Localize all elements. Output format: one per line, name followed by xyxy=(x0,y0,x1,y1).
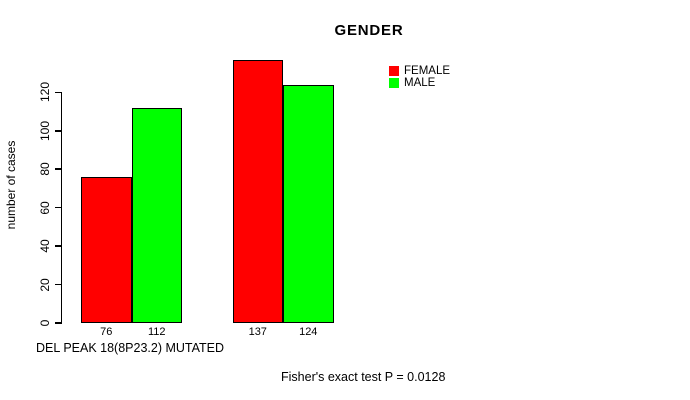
chart-title: GENDER xyxy=(334,22,404,39)
male-swatch-icon xyxy=(389,78,399,88)
bar-male-group2 xyxy=(283,84,334,323)
legend: FEMALE MALE xyxy=(389,65,450,89)
legend-label-female: FEMALE xyxy=(404,65,451,77)
bar-value-label: 137 xyxy=(248,326,267,338)
y-tick-label: 40 xyxy=(38,239,52,253)
bar-female-group2 xyxy=(232,59,283,323)
y-tick-label: 120 xyxy=(38,82,52,103)
y-tick-label: 20 xyxy=(38,277,52,292)
bar-value-label: 76 xyxy=(100,326,113,338)
legend-label-male: MALE xyxy=(404,77,436,89)
fisher-test-annotation: Fisher's exact test P = 0.0128 xyxy=(281,370,446,384)
y-tick-mark xyxy=(55,168,61,170)
y-tick-mark xyxy=(55,91,61,94)
y-tick-label: 80 xyxy=(38,162,52,176)
legend-item-female: FEMALE xyxy=(389,65,450,77)
y-axis-line xyxy=(60,92,62,324)
y-tick-mark xyxy=(55,206,61,209)
y-tick-mark xyxy=(55,283,61,286)
bar-value-label: 124 xyxy=(299,326,318,338)
y-tick-label: 100 xyxy=(38,120,52,141)
y-tick-mark xyxy=(55,245,61,247)
y-tick-label: 0 xyxy=(38,319,52,327)
legend-item-male: MALE xyxy=(389,77,450,89)
bar-value-label: 112 xyxy=(147,326,166,338)
y-tick-mark xyxy=(55,322,61,324)
y-tick-mark xyxy=(55,130,61,132)
y-axis-label: number of cases xyxy=(4,140,18,230)
bar-female-group1 xyxy=(81,176,132,323)
x-axis-label: DEL PEAK 18(8P23.2) MUTATED xyxy=(36,341,225,355)
y-tick-label: 60 xyxy=(38,200,52,215)
female-swatch-icon xyxy=(389,66,399,76)
bar-male-group1 xyxy=(131,107,182,323)
